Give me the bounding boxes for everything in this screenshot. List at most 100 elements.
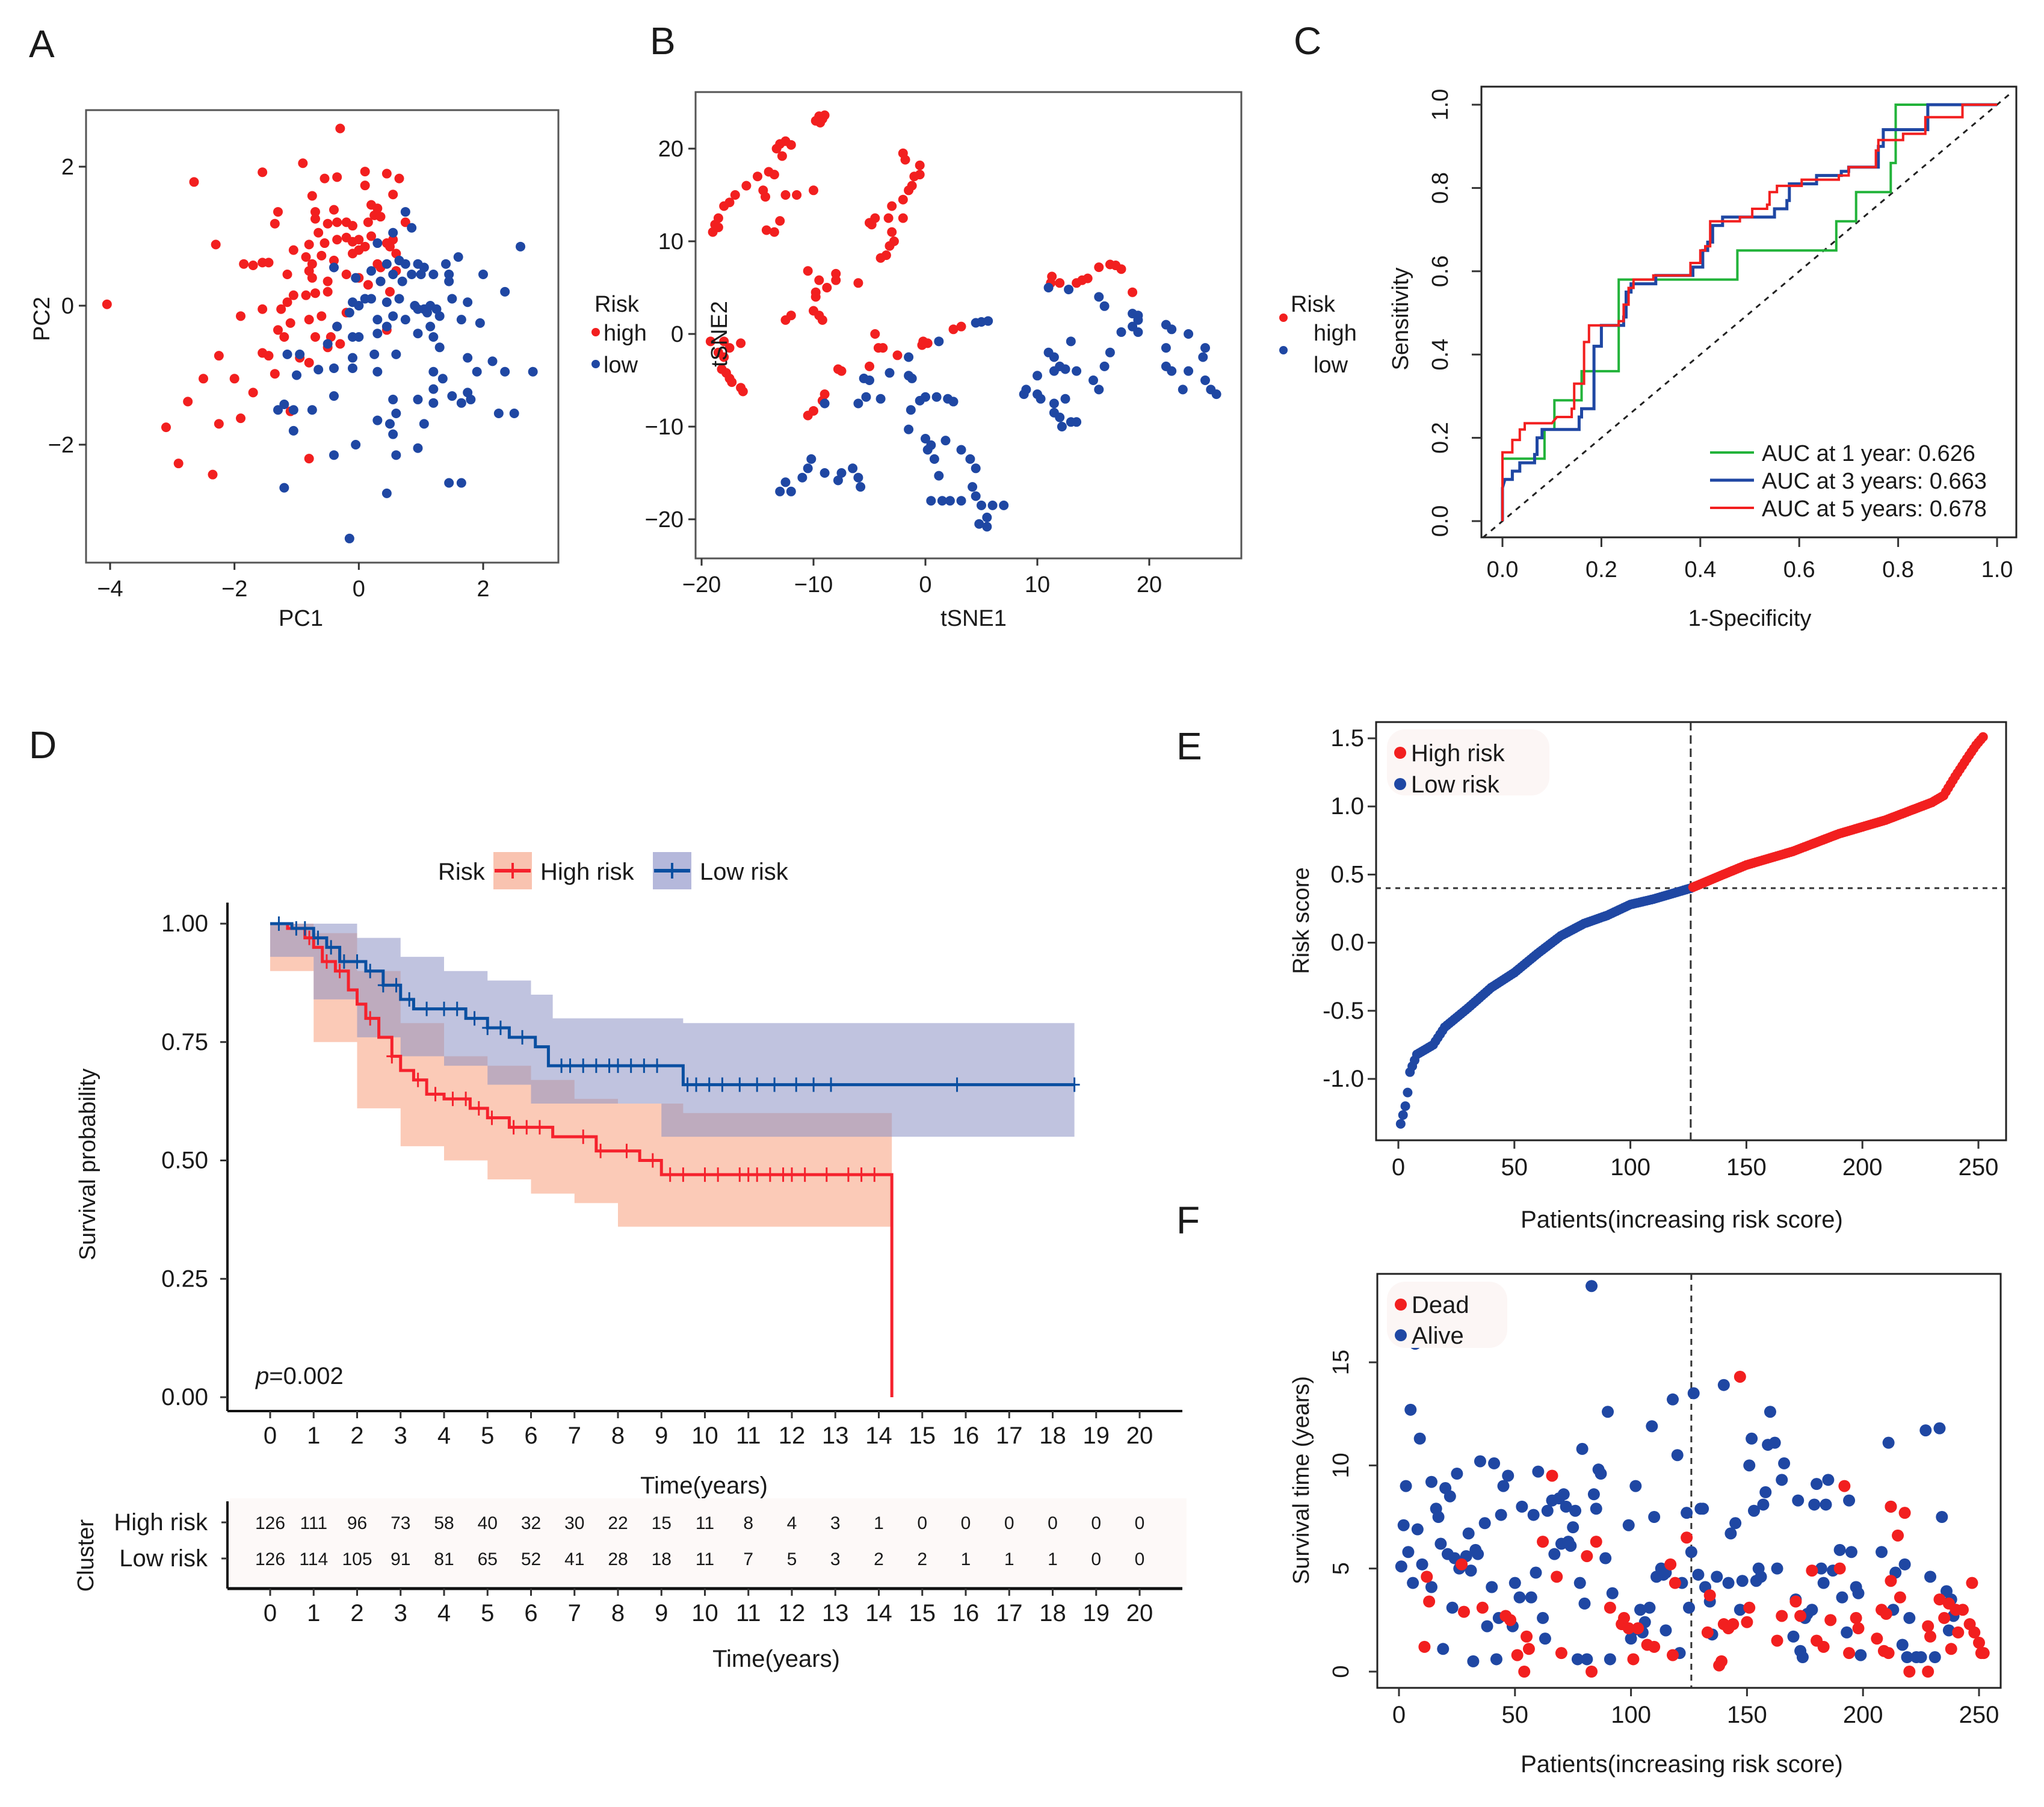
panel-d-risk-table-cell: 114 <box>299 1549 328 1569</box>
panel-d-risk-table-x-tick-label: 5 <box>481 1600 494 1626</box>
panel-f-x-tick-label: 250 <box>1959 1702 1999 1728</box>
panel-b-point-high <box>898 194 908 205</box>
panel-a-point-high <box>329 255 339 265</box>
panel-f-point-dead <box>1743 1601 1756 1614</box>
panel-d-x-tick-label: 19 <box>1083 1422 1110 1449</box>
panel-f-point-dead <box>1546 1469 1558 1482</box>
panel-d-risk-table-x-tick-label: 19 <box>1083 1600 1110 1626</box>
panel-f-point-dead <box>1664 1558 1677 1571</box>
panel-e-x-tick-label: 0 <box>1392 1154 1405 1181</box>
panel-a-x-tick-label: 0 <box>353 576 365 602</box>
panel-f-point-alive <box>1525 1591 1537 1604</box>
panel-a-point-low <box>428 398 439 408</box>
panel-f-point-alive <box>1681 1507 1693 1519</box>
panel-f-point-alive <box>1896 1639 1909 1651</box>
panel-f-point-dead <box>1924 1630 1937 1643</box>
panel-b-point-high <box>814 275 824 285</box>
panel-e-point-low <box>1395 1119 1406 1129</box>
panel-d-risk-table-cell: 0 <box>1135 1513 1145 1533</box>
panel-d-risk-table-x-tick-label: 1 <box>307 1600 320 1626</box>
panel-f-point-dead <box>1622 1622 1635 1635</box>
panel-d-risk-table-cell: 8 <box>743 1513 753 1533</box>
panel-b-point-high <box>956 321 966 332</box>
panel-a-point-high <box>310 288 320 298</box>
panel-f-point-dead <box>1703 1589 1716 1602</box>
panel-f-point-alive <box>1928 1651 1941 1664</box>
panel-d-legend-title: Risk <box>438 859 486 885</box>
panel-a-point-high <box>332 217 342 227</box>
panel-d-risk-table-x-tick-label: 11 <box>736 1600 761 1626</box>
panel-d-risk-table-cell: 91 <box>391 1549 410 1569</box>
panel-b-point-high <box>885 241 895 251</box>
panel-f-point-alive <box>1587 1488 1600 1501</box>
panel-f-point-dead <box>1850 1611 1862 1624</box>
panel-a-point-low <box>400 315 410 325</box>
panel-d-risk-table-cell: 2 <box>874 1549 884 1569</box>
panel-f-x-tick-label: 50 <box>1502 1702 1529 1728</box>
panel-a-point-low <box>456 478 466 488</box>
panel-f-y-tick-label: 15 <box>1329 1350 1354 1375</box>
panel-f-point-alive <box>1508 1577 1521 1589</box>
panel-a-point-low <box>391 349 401 359</box>
panel-b-x-tick-label: 0 <box>919 572 931 598</box>
panel-d-risk-table-cell: 41 <box>564 1549 584 1569</box>
panel-a-point-high <box>270 369 280 379</box>
panel-f-point-dead <box>1922 1666 1934 1678</box>
panel-b-point-low <box>1211 389 1221 400</box>
panel-f-point-dead <box>1817 1640 1830 1653</box>
panel-e-x-tick-label: 50 <box>1501 1154 1528 1181</box>
panel-f-point-alive <box>1648 1511 1661 1523</box>
panel-a-point-high <box>335 339 345 349</box>
panel-f-point-alive <box>1595 1468 1607 1480</box>
panel-b-point-low <box>1088 375 1098 385</box>
panel-f-point-dead <box>1457 1605 1470 1618</box>
panel-a-point-low <box>397 276 407 286</box>
panel-f-point-alive <box>1687 1387 1700 1400</box>
panel-f-point-dead <box>1727 1618 1740 1631</box>
panel-a-point-high <box>161 422 171 433</box>
panel-b-x-tick-label: 10 <box>1025 572 1050 598</box>
panel-a-point-low <box>372 238 383 249</box>
panel-f-point-alive <box>1425 1581 1437 1593</box>
panel-f-point-dead <box>1882 1647 1895 1660</box>
panel-a-legend-high-label: high <box>604 321 647 346</box>
panel-b-point-high <box>909 171 919 182</box>
panel-f-point-dead <box>1456 1558 1468 1571</box>
panel-b-point-high <box>809 185 818 196</box>
panel-b-point-low <box>1099 361 1110 371</box>
panel-f-point-dead <box>1681 1531 1693 1544</box>
panel-b-point-low <box>885 368 895 378</box>
panel-a-point-high <box>183 397 193 407</box>
panel-b-point-high <box>866 220 877 230</box>
panel-a-point-high <box>341 270 351 280</box>
panel-c-y-tick-label: 0.8 <box>1428 172 1453 204</box>
panel-f-plot-frame <box>1376 1273 2002 1689</box>
panel-b-legend: Risk high low <box>1279 292 1357 378</box>
panel-b-point-low <box>977 500 986 510</box>
panel-b-legend-high-label: high <box>1314 321 1357 346</box>
panel-a-point-low <box>413 443 423 453</box>
panel-d-legend-low-label: Low risk <box>700 859 789 885</box>
panel-b-point-low <box>1060 394 1070 404</box>
panel-b-point-low <box>934 336 944 347</box>
panel-b-point-high <box>853 278 863 288</box>
panel-d-x-label: Time(years) <box>640 1472 768 1499</box>
panel-a-point-high <box>258 167 268 178</box>
panel-f-point-alive <box>1573 1577 1586 1589</box>
panel-f-x-tick-label: 0 <box>1392 1702 1406 1728</box>
panel-a-point-low <box>344 533 354 543</box>
panel-a-point-high <box>288 245 298 255</box>
panel-b-legend-low-label: low <box>1314 353 1348 378</box>
panel-b-point-low <box>940 436 951 446</box>
panel-f-point-dead <box>1734 1370 1746 1383</box>
panel-b-point-low <box>1049 398 1059 409</box>
panel-f-point-alive <box>1604 1653 1616 1666</box>
panel-b-point-high <box>727 377 737 388</box>
panel-d-x-tick-label: 4 <box>437 1422 451 1449</box>
panel-a-x-tick-label: −4 <box>97 576 123 602</box>
panel-d-y-tick-label: 0.00 <box>161 1384 208 1410</box>
panel-b-point-high <box>724 343 735 353</box>
panel-a-point-low <box>407 223 417 233</box>
panel-b-y-ticks: −20 −10 0 10 20 <box>645 137 696 533</box>
panel-f-point-dead <box>1903 1666 1916 1678</box>
